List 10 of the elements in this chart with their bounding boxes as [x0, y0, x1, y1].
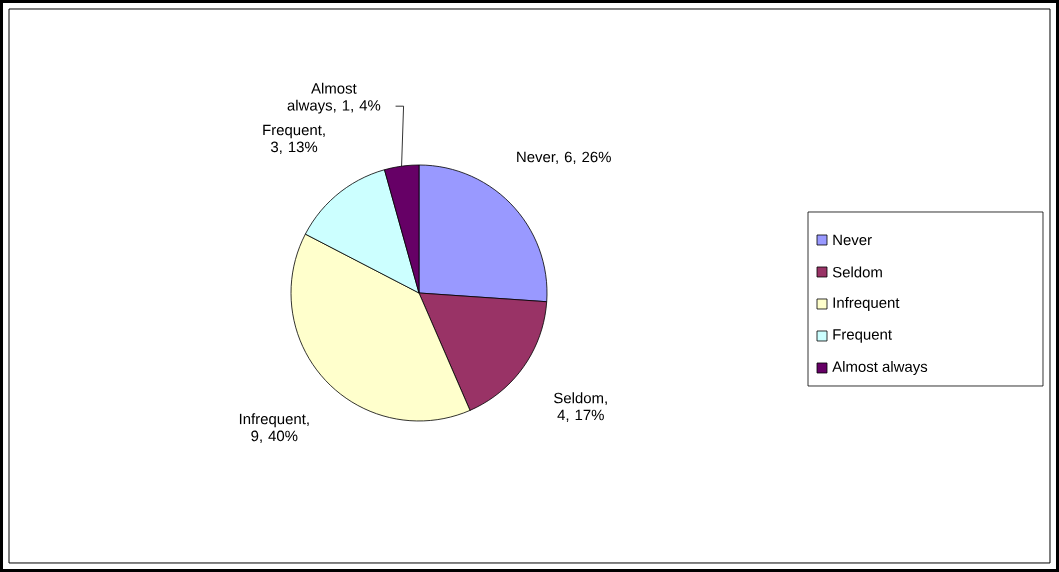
legend-label: Frequent: [833, 329, 892, 343]
data-label: Almost always, 1, 4%: [287, 82, 381, 114]
data-label: Seldom, 4, 17%: [554, 392, 607, 422]
legend-label: Never: [833, 234, 872, 246]
data-label: Never, 6, 26%: [517, 151, 611, 165]
legend-label: Almost always: [832, 361, 928, 375]
data-label: Infrequent, 9, 40%: [239, 413, 309, 443]
data-label: Frequent, 3, 13%: [263, 124, 325, 154]
legend-label: Infrequent: [833, 297, 900, 311]
legend-label: Seldom: [832, 266, 882, 278]
